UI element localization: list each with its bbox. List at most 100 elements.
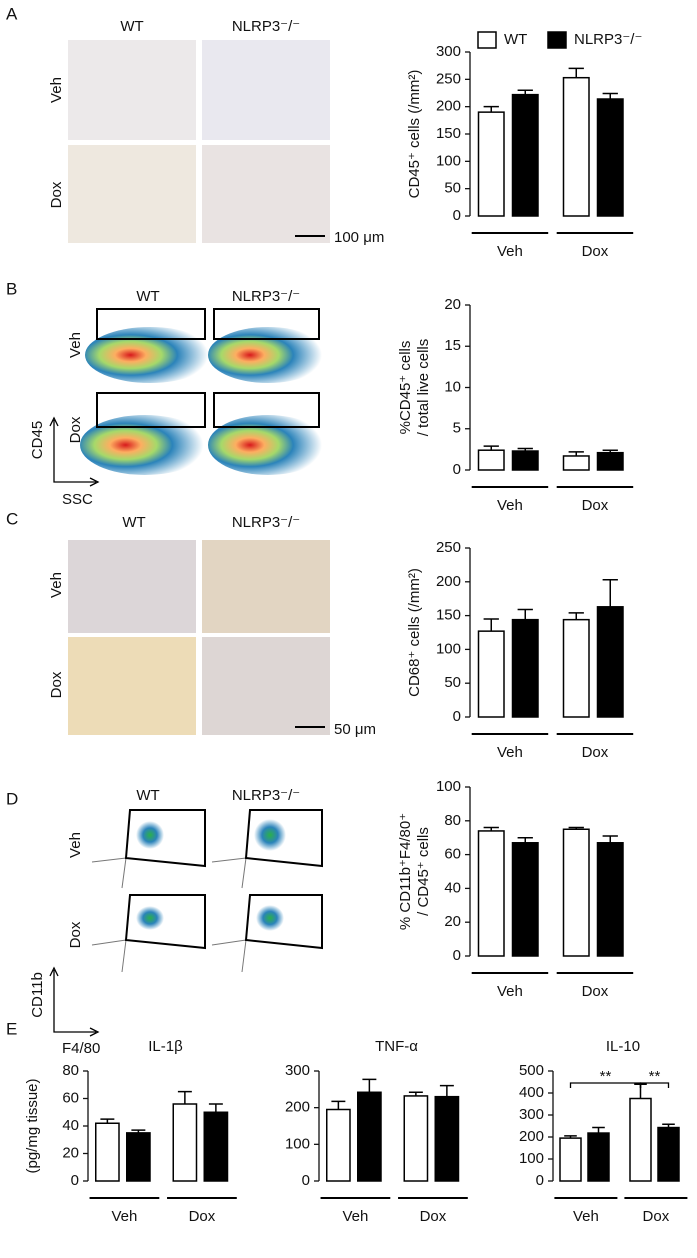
y-tick-label: 0 <box>71 1172 79 1189</box>
y-tick-label: 200 <box>436 98 461 115</box>
significance-label: ** <box>649 1068 661 1085</box>
y-tick-label: 50 <box>444 180 461 197</box>
axis-arrows <box>53 970 96 1033</box>
y-tick-label: 60 <box>444 846 461 863</box>
row-label: Veh <box>67 832 84 858</box>
panel-letter: A <box>6 4 18 23</box>
chart-title: TNF-α <box>375 1038 418 1055</box>
y-tick-label: 15 <box>444 337 461 354</box>
error-bar <box>602 579 618 607</box>
micrograph <box>202 637 330 735</box>
bar <box>596 98 624 217</box>
y-tick-label: 300 <box>519 1106 544 1123</box>
y-tick-label: 150 <box>436 125 461 142</box>
x-tick-label: Veh <box>497 744 523 761</box>
column-label: WT <box>122 514 145 531</box>
error-bar <box>592 1126 605 1134</box>
bar <box>596 451 624 471</box>
y-tick-label: 100 <box>436 778 461 795</box>
y-tick-label: 80 <box>444 812 461 829</box>
y-tick-label: 10 <box>444 378 461 395</box>
chart-title: IL-10 <box>606 1038 640 1055</box>
y-tick-label: 0 <box>453 207 461 224</box>
column-label: WT <box>136 288 159 305</box>
y-tick-label: 100 <box>436 152 461 169</box>
y-tick-label: 200 <box>519 1128 544 1145</box>
error-bar <box>568 67 584 78</box>
bar <box>95 1122 120 1182</box>
y-tick-label: 0 <box>302 1172 310 1189</box>
bar <box>403 1095 429 1182</box>
y-tick-label: 100 <box>285 1135 310 1152</box>
scale-label: 50 μm <box>334 721 376 738</box>
y-tick-label: 0 <box>536 1172 544 1189</box>
bar <box>477 630 505 718</box>
error-bar <box>362 1078 377 1093</box>
micrograph <box>202 40 330 140</box>
y-tick-label: 20 <box>444 296 461 313</box>
bar <box>511 93 539 217</box>
error-bar <box>602 92 618 100</box>
x-tick-label: Veh <box>573 1208 599 1225</box>
bar <box>172 1103 198 1182</box>
micrograph <box>68 145 196 243</box>
bar <box>477 830 505 957</box>
micrograph <box>68 637 196 735</box>
x-tick-label: Veh <box>342 1208 368 1225</box>
legend-swatch <box>547 31 567 49</box>
error-bar <box>483 618 499 632</box>
bar <box>562 828 590 957</box>
y-tick-label: 100 <box>436 640 461 657</box>
x-tick-label: Dox <box>189 1208 216 1225</box>
y-axis-label: % CD11b⁺F4/80⁺ <box>397 813 414 930</box>
bar <box>596 606 624 718</box>
error-bar <box>483 105 499 113</box>
error-bar <box>568 612 584 620</box>
row-label: Dox <box>48 671 65 698</box>
row-label: Dox <box>67 416 84 443</box>
y-tick-label: 250 <box>436 70 461 87</box>
bar <box>477 111 505 217</box>
y-axis-label: CD68⁺ cells (/mm²) <box>406 568 423 697</box>
y-tick-label: 60 <box>62 1089 79 1106</box>
error-bar <box>331 1100 346 1110</box>
micrograph <box>202 145 330 243</box>
legend-swatch <box>477 31 497 49</box>
x-tick-label: Dox <box>643 1208 670 1225</box>
bar <box>596 842 624 957</box>
error-bar <box>517 608 533 620</box>
panel-letter: C <box>6 509 18 528</box>
error-bar <box>602 835 618 843</box>
y-tick-label: 300 <box>436 43 461 60</box>
arrow-heads <box>49 966 100 1037</box>
x-tick-label: Dox <box>582 243 609 260</box>
column-label: NLRP3⁻/⁻ <box>232 787 300 804</box>
row-label: Dox <box>48 181 65 208</box>
y-tick-label: 200 <box>285 1099 310 1116</box>
y-tick-label: 400 <box>519 1084 544 1101</box>
bar <box>357 1091 382 1182</box>
arrow-heads <box>49 416 100 487</box>
bar <box>511 450 539 471</box>
panel-letter: D <box>6 789 18 808</box>
axis-arrows <box>53 420 96 483</box>
error-bar <box>439 1084 454 1097</box>
y-axis-label: CD45⁺ cells (/mm²) <box>406 70 423 199</box>
y-tick-label: 500 <box>519 1062 544 1079</box>
column-label: WT <box>136 787 159 804</box>
micrograph <box>202 540 330 633</box>
column-label: NLRP3⁻/⁻ <box>232 18 300 35</box>
micrograph <box>68 540 196 633</box>
y-tick-label: 0 <box>453 708 461 725</box>
significance-bracket <box>639 1082 670 1088</box>
panel-letter: E <box>6 1019 17 1038</box>
y-tick-label: 20 <box>62 1144 79 1161</box>
error-bar <box>517 836 533 843</box>
y-tick-label: 5 <box>453 420 461 437</box>
bar <box>126 1132 151 1182</box>
y-tick-label: 0 <box>453 947 461 964</box>
x-tick-label: Veh <box>497 497 523 514</box>
bar <box>562 618 590 718</box>
scale-label: 100 μm <box>334 229 384 246</box>
flow-plots <box>80 307 328 475</box>
